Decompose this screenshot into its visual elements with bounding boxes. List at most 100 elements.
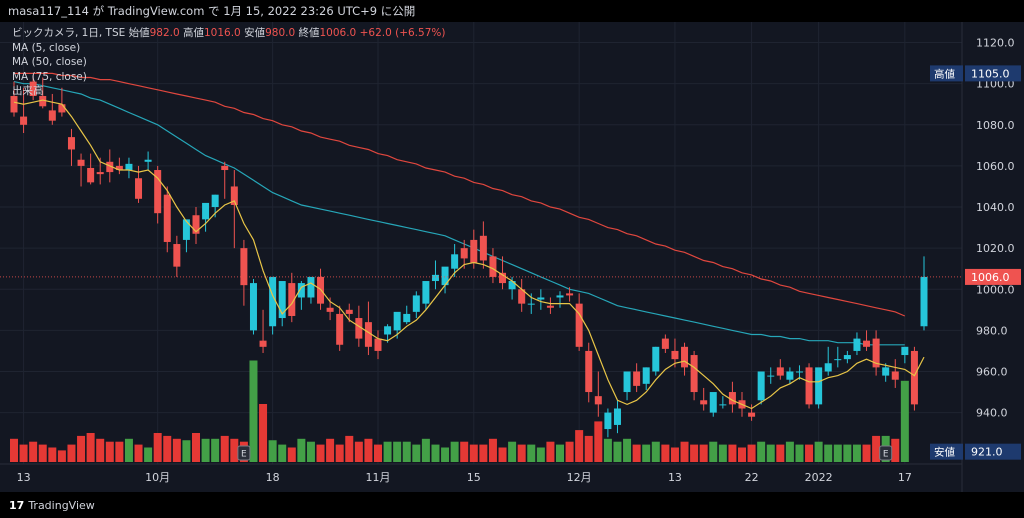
price-tag-value: 1105.0	[971, 67, 1010, 80]
volume-bar	[105, 441, 114, 462]
y-tick-label: 960.0	[976, 365, 1008, 378]
volume-bar	[134, 444, 143, 462]
price-tag	[965, 268, 1021, 285]
volume-bar	[556, 444, 564, 462]
ma50-line	[13, 81, 905, 346]
candle-body	[173, 244, 181, 267]
tradingview-logo[interactable]: 17 TradingView	[9, 499, 95, 512]
volume-bar	[297, 438, 306, 462]
price-tag-value: 1006.0	[971, 271, 1010, 284]
volume-bar	[153, 433, 162, 462]
earnings-marker-label: E	[883, 450, 889, 460]
candle-body	[748, 412, 756, 417]
volume-bar	[814, 441, 823, 462]
candle-body	[431, 274, 439, 282]
volume-bar	[833, 444, 842, 462]
candle-body	[451, 254, 459, 269]
candle-body	[297, 283, 305, 298]
candle-body	[518, 289, 526, 304]
volume-bar	[843, 444, 852, 462]
y-tick-label: 1060.0	[976, 160, 1015, 173]
volume-bar	[364, 438, 373, 462]
volume-bar	[259, 404, 268, 462]
candle-body	[221, 165, 229, 171]
price-chart[interactable]: E E1120.01100.01080.01060.01040.01020.010…	[0, 22, 1024, 492]
candle-body	[20, 116, 28, 125]
volume-bar	[345, 435, 354, 462]
volume-bar	[785, 441, 794, 462]
footer: 17 TradingView	[0, 492, 1024, 518]
volume-bar	[699, 444, 708, 462]
candle-body	[728, 392, 736, 405]
volume-bar	[201, 438, 210, 462]
x-tick-label: 22	[745, 471, 759, 484]
volume-bar	[632, 444, 641, 462]
candle-body	[154, 170, 162, 214]
candle-body	[479, 235, 487, 261]
volume-bar	[431, 444, 440, 462]
volume-bar	[124, 438, 133, 462]
y-tick-label: 940.0	[976, 407, 1008, 420]
x-tick-label: 12月	[567, 471, 592, 484]
volume-bar	[211, 438, 220, 462]
volume-bar	[57, 450, 66, 462]
volume-bar	[757, 441, 766, 462]
candle-body	[307, 276, 315, 298]
candle-body	[364, 322, 372, 347]
candle-body	[537, 297, 545, 300]
tradingview-logo-icon: 17	[9, 499, 25, 512]
volume-bar	[642, 444, 651, 462]
volume-bar	[29, 441, 38, 462]
candle-body	[786, 371, 794, 380]
candle-body	[700, 400, 708, 405]
price-tag-label: 安値	[934, 446, 955, 459]
candle-body	[106, 161, 114, 173]
volume-bar	[374, 444, 382, 462]
candle-body	[824, 363, 832, 372]
candle-body	[269, 276, 277, 327]
volume-bar	[220, 435, 229, 462]
publish-header: masa117_114 が TradingView.com で 1月 15, 2…	[0, 0, 1024, 22]
candle-body	[278, 281, 286, 319]
candle-body	[566, 293, 574, 296]
price-tag	[965, 443, 1021, 460]
volume-bar	[670, 447, 679, 462]
volume-bar	[460, 441, 469, 462]
x-tick-label: 18	[266, 471, 280, 484]
volume-bar	[613, 441, 622, 462]
volume-bar	[508, 441, 517, 462]
volume-bar	[900, 380, 909, 462]
volume-bar	[326, 438, 335, 462]
x-tick-label: 2022	[805, 471, 833, 484]
x-tick-label: 11月	[366, 471, 391, 484]
y-tick-label: 980.0	[976, 324, 1008, 337]
candle-body	[336, 313, 344, 345]
tradingview-logo-text: TradingView	[28, 499, 95, 512]
candle-body	[546, 305, 554, 308]
candle-body	[163, 194, 171, 242]
chart-area[interactable]: E E 1120.0 1100.0 1080.0 1060.0 1040.0 1020.0 10…	[0, 22, 1024, 492]
candle-body	[585, 350, 593, 393]
volume-bar	[268, 440, 277, 462]
candle-body	[77, 159, 85, 166]
volume-bar	[48, 447, 57, 462]
candle-body	[403, 313, 411, 323]
candle-body	[920, 276, 928, 327]
candle-body	[642, 367, 650, 384]
volume-bar	[163, 435, 172, 462]
candle-body	[805, 367, 813, 405]
price-tag-label-box	[930, 443, 963, 460]
volume-bar	[776, 444, 785, 462]
candle-body	[661, 338, 669, 349]
volume-bar	[278, 444, 287, 462]
volume-bar	[517, 444, 526, 462]
candle-body	[135, 178, 143, 199]
candle-body	[843, 355, 851, 360]
volume-bar	[287, 447, 296, 462]
candle-body	[489, 256, 497, 277]
candle-body	[690, 355, 698, 393]
volume-bar	[316, 444, 325, 462]
candle-body	[182, 219, 190, 240]
volume-bar	[872, 435, 881, 462]
